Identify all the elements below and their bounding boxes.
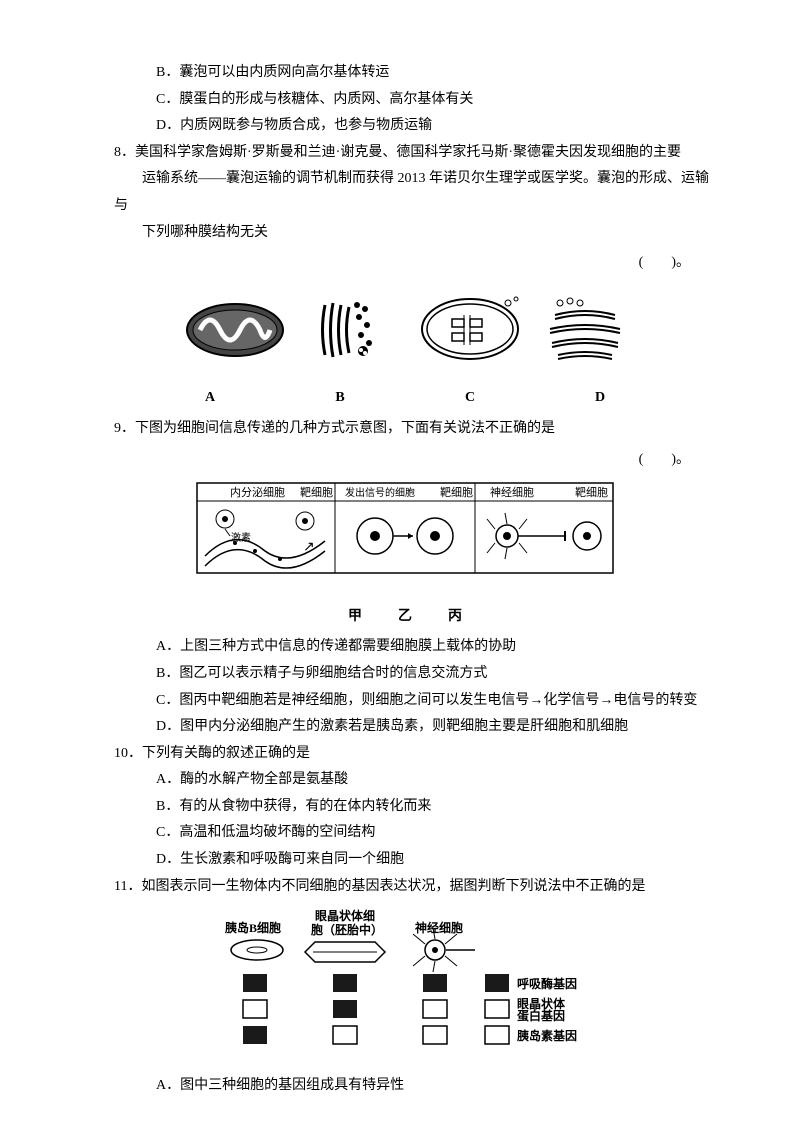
q7-option-d: D．内质网既参与物质合成，也参与物质运输 <box>156 113 710 140</box>
label-b: B <box>320 385 360 412</box>
svg-text:↗: ↗ <box>303 540 315 555</box>
q10-option-d: D．生长激素和呼吸酶可来自同一个细胞 <box>156 847 710 874</box>
panel-bing: 丙 <box>448 604 462 631</box>
label-d: D <box>580 385 620 412</box>
panel-yi: 乙 <box>398 604 412 631</box>
hdr-2b: 靶细胞 <box>440 486 473 499</box>
svg-text:神经细胞: 神经细胞 <box>415 920 463 935</box>
svg-text:眼晶状体细: 眼晶状体细 <box>315 908 375 923</box>
svg-text:呼吸酶基因: 呼吸酶基因 <box>517 976 577 991</box>
hdr-1b: 靶细胞 <box>300 486 333 499</box>
hdr-2a: 发出信号的细胞 <box>345 486 415 499</box>
svg-text:胰岛B细胞: 胰岛B细胞 <box>225 920 281 935</box>
q11-option-a: A．图中三种细胞的基因组成具有特异性 <box>156 1073 710 1100</box>
q9-option-a: A．上图三种方式中信息的传递都需要细胞膜上载体的协助 <box>156 634 710 661</box>
q10-option-a: A．酶的水解产物全部是氨基酸 <box>156 767 710 794</box>
q7-option-c: C．膜蛋白的形成与核糖体、内质网、高尔基体有关 <box>156 87 710 114</box>
q9-option-d: D．图甲内分泌细胞产生的激素若是胰岛素，则靶细胞主要是肝细胞和肌细胞 <box>156 714 710 741</box>
q8: 8．美国科学家詹姆斯·罗斯曼和兰迪·谢克曼、德国科学家托马斯·聚德霍夫因发现细胞… <box>114 140 710 246</box>
q10: 10．下列有关酶的叙述正确的是 <box>114 741 710 768</box>
q9-panel-labels: 甲 乙 丙 <box>100 604 710 631</box>
q8-line3: 下列哪种膜结构无关 <box>142 225 268 240</box>
q7-option-b: B．囊泡可以由内质网向高尔基体转运 <box>156 60 710 87</box>
q9-option-c: C．图丙中靶细胞若是神经细胞，则细胞之间可以发生电信号→化学信号→电信号的转变 <box>156 688 710 715</box>
label-a: A <box>190 385 230 412</box>
q10-num: 10． <box>114 746 142 761</box>
hdr-1a: 内分泌细胞 <box>230 485 285 499</box>
hdr-3b: 靶细胞 <box>575 486 608 499</box>
label-c: C <box>450 385 490 412</box>
q8-fig-labels: A B C D <box>100 385 710 412</box>
q9-option-b: B．图乙可以表示精子与卵细胞结合时的信息交流方式 <box>156 661 710 688</box>
q8-figure: A B C D <box>100 285 710 412</box>
panel-jia: 甲 <box>348 604 362 631</box>
svg-text:蛋白基因: 蛋白基因 <box>517 1008 565 1023</box>
q9-num: 9． <box>114 421 135 436</box>
q11-num: 11． <box>114 879 141 894</box>
q10-body: 下列有关酶的叙述正确的是 <box>142 746 310 761</box>
q8-blank: ( )。 <box>100 250 690 277</box>
q10-option-c: C．高温和低温均破坏酶的空间结构 <box>156 820 710 847</box>
exam-page: B．囊泡可以由内质网向高尔基体转运 C．膜蛋白的形成与核糖体、内质网、高尔基体有… <box>0 0 800 1139</box>
svg-text:胞（胚胎中）: 胞（胚胎中） <box>311 922 383 937</box>
svg-text:激素: 激素 <box>231 531 251 544</box>
q9-blank: ( )。 <box>100 447 690 474</box>
hdr-3a: 神经细胞 <box>490 485 534 499</box>
q8-line1: 美国科学家詹姆斯·罗斯曼和兰迪·谢克曼、德国科学家托马斯·聚德霍夫因发现细胞的主… <box>135 145 681 160</box>
q10-option-b: B．有的从食物中获得，有的在体内转化而来 <box>156 794 710 821</box>
svg-text:胰岛素基因: 胰岛素基因 <box>517 1028 577 1043</box>
q9-figure: 内分泌细胞 靶细胞 发出信号的细胞 靶细胞 神经细胞 靶细胞 激素 ↗ <box>100 481 710 630</box>
q9: 9．下图为细胞间信息传递的几种方式示意图，下面有关说法不正确的是 <box>114 416 710 443</box>
q9-body: 下图为细胞间信息传递的几种方式示意图，下面有关说法不正确的是 <box>135 421 555 436</box>
q11-body: 如图表示同一生物体内不同细胞的基因表达状况，据图判断下列说法中不正确的是 <box>141 879 645 894</box>
q8-line2: 运输系统——囊泡运输的调节机制而获得 2013 年诺贝尔生理学或医学奖。囊泡的形… <box>114 171 709 213</box>
q11-figure: 胰岛B细胞 眼晶状体细 胞（胚胎中） 神经细胞 呼吸酶基因 <box>100 908 710 1069</box>
q8-num: 8． <box>114 145 135 160</box>
q11: 11．如图表示同一生物体内不同细胞的基因表达状况，据图判断下列说法中不正确的是 <box>114 874 710 901</box>
